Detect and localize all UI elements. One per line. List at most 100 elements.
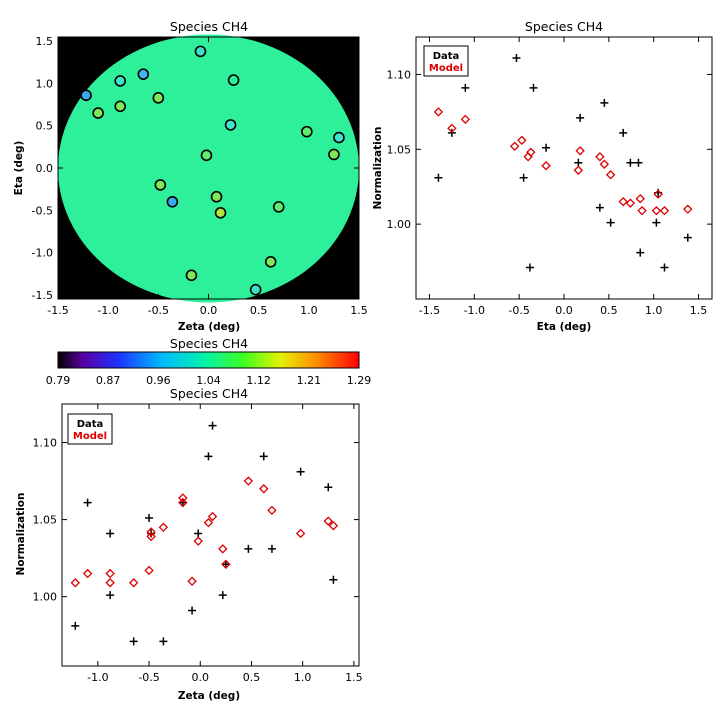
x-tick-label: -1.0 [97, 304, 118, 317]
colorbar-tick-label: 0.87 [96, 374, 121, 387]
map-point [92, 107, 104, 119]
map-x-label: Zeta (deg) [178, 321, 240, 333]
model-point-diamond [128, 578, 139, 588]
colorbar: Species CH4 0.79 0.87 0.96 1.04 1.12 1.21 1.29 [46, 336, 372, 387]
data-point-plus [208, 421, 217, 430]
x-tick-label: -0.5 [508, 304, 529, 317]
x-tick-label: -0.5 [138, 671, 159, 684]
x-tick-label: 0.0 [555, 304, 573, 317]
data-point-plus [525, 263, 534, 272]
model-point-diamond [146, 531, 156, 542]
colorbar-tick-label: 1.21 [297, 374, 322, 387]
map-point [194, 45, 207, 58]
y-tick-label: 1.10 [387, 68, 412, 81]
model-point-diamond [541, 161, 551, 171]
x-tick-label: -1.5 [419, 304, 440, 317]
map-point [264, 256, 277, 268]
model-point-diamond [178, 493, 188, 503]
model-point-diamond [267, 505, 277, 516]
eta-legend-box [423, 45, 469, 77]
y-tick-label: 0.0 [36, 162, 54, 175]
model-point-diamond [221, 559, 231, 570]
colorbar-tick-label: 0.79 [46, 374, 71, 387]
x-tick-label: 1.0 [300, 304, 318, 317]
x-tick-label: 0.0 [200, 304, 218, 317]
model-point-diamond [105, 578, 115, 588]
eta-legend-model: Model [429, 63, 463, 74]
map-point [166, 196, 179, 208]
data-point-plus [244, 544, 253, 553]
data-point-plus [542, 143, 551, 152]
model-point-diamond [144, 565, 154, 576]
map-point [80, 89, 92, 102]
data-point-plus [434, 173, 443, 182]
x-tick-label: 0.5 [600, 304, 618, 317]
data-point-plus [652, 218, 661, 227]
zeta-y-label: Normalization [15, 493, 27, 576]
model-point-diamond [323, 516, 333, 526]
x-tick-label: -0.5 [148, 304, 169, 317]
model-point-diamond [509, 141, 520, 152]
x-tick-label: 1.0 [645, 304, 663, 317]
model-point-diamond [218, 544, 228, 554]
zeta-legend-box [67, 413, 113, 445]
data-point-plus [83, 498, 92, 507]
model-point-diamond [328, 521, 339, 531]
model-point-diamond [82, 568, 93, 579]
map-point [249, 283, 262, 296]
map-title: Species CH4 [170, 19, 248, 34]
colorbar-title: Species CH4 [170, 336, 248, 351]
model-point-diamond [637, 205, 647, 216]
data-point-plus [218, 591, 227, 600]
data-point-plus [324, 483, 333, 492]
colorbar-tick-label: 1.04 [196, 374, 221, 387]
y-tick-label: -0.5 [32, 204, 53, 217]
y-tick-label: 1.00 [33, 591, 58, 604]
data-point-plus [683, 233, 692, 242]
model-point-diamond [187, 576, 197, 586]
y-tick-label: 0.5 [36, 120, 54, 133]
model-point-diamond [460, 114, 471, 125]
zeta-x-label: Zeta (deg) [178, 690, 240, 702]
data-point-plus [634, 158, 643, 167]
map-point [210, 190, 223, 203]
y-tick-label: 1.5 [36, 35, 54, 48]
colorbar-ticks: 0.79 0.87 0.96 1.04 1.12 1.21 1.29 [46, 374, 372, 387]
y-tick-label: -1.0 [32, 247, 53, 260]
data-point-plus [296, 467, 305, 476]
data-point-plus [600, 98, 609, 107]
model-point-diamond [203, 517, 214, 528]
map-field-disk [58, 34, 359, 303]
x-tick-label: 1.5 [350, 304, 368, 317]
model-point-diamond [433, 107, 444, 117]
data-point-plus [574, 158, 583, 167]
model-point-diamond [618, 196, 628, 207]
colorbar-tick-label: 0.96 [146, 374, 171, 387]
zeta-legend-data: Data [77, 419, 104, 430]
x-tick-label: 1.5 [690, 304, 708, 317]
model-point-diamond [193, 536, 203, 546]
zeta-title: Species CH4 [170, 386, 248, 401]
data-point-plus [606, 218, 615, 227]
model-point-diamond [259, 484, 269, 494]
model-point-diamond [651, 205, 662, 216]
zeta-panel: Species CH4 -1.0 -0.5 0.0 0.5 1.0 1.5 1.001.0… [15, 386, 363, 702]
data-point-plus [267, 544, 276, 553]
model-point-diamond [158, 522, 169, 533]
map-points [80, 45, 345, 296]
map-y-ticks: -1.5 -1.0 -0.5 0.0 0.5 1.0 1.5 [32, 35, 359, 302]
data-point-plus [106, 529, 115, 538]
x-tick-label: -1.0 [87, 671, 108, 684]
zeta-marks [70, 421, 339, 646]
x-tick-label: 0.0 [192, 671, 210, 684]
data-point-plus [204, 452, 213, 461]
data-point-plus [71, 621, 80, 630]
data-point-plus [519, 173, 528, 182]
eta-y-ticks: 1.00 1.05 1.10 [387, 68, 712, 231]
eta-y-label: Normalization [372, 127, 384, 210]
data-point-plus [595, 203, 604, 212]
map-point [114, 75, 127, 87]
eta-x-label: Eta (deg) [537, 321, 592, 333]
y-tick-label: 1.0 [36, 77, 54, 90]
